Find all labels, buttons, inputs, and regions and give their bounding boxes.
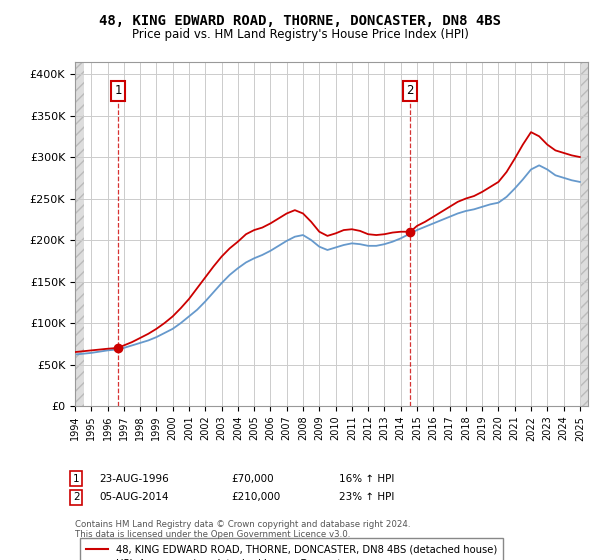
Legend: 48, KING EDWARD ROAD, THORNE, DONCASTER, DN8 4BS (detached house), HPI: Average : 48, KING EDWARD ROAD, THORNE, DONCASTER,… xyxy=(80,538,503,560)
Text: 48, KING EDWARD ROAD, THORNE, DONCASTER, DN8 4BS: 48, KING EDWARD ROAD, THORNE, DONCASTER,… xyxy=(99,14,501,28)
Bar xyxy=(581,62,589,406)
Text: Price paid vs. HM Land Registry's House Price Index (HPI): Price paid vs. HM Land Registry's House … xyxy=(131,28,469,41)
Text: 2: 2 xyxy=(73,492,80,502)
Text: 05-AUG-2014: 05-AUG-2014 xyxy=(99,492,169,502)
Text: 16% ↑ HPI: 16% ↑ HPI xyxy=(339,474,394,484)
Bar xyxy=(75,62,84,406)
Text: 1: 1 xyxy=(114,85,122,97)
Text: Contains HM Land Registry data © Crown copyright and database right 2024.
This d: Contains HM Land Registry data © Crown c… xyxy=(75,520,410,539)
Text: 1: 1 xyxy=(73,474,80,484)
Text: 23-AUG-1996: 23-AUG-1996 xyxy=(99,474,169,484)
Text: 2: 2 xyxy=(407,85,414,97)
Text: £210,000: £210,000 xyxy=(231,492,280,502)
Text: £70,000: £70,000 xyxy=(231,474,274,484)
Text: 23% ↑ HPI: 23% ↑ HPI xyxy=(339,492,394,502)
